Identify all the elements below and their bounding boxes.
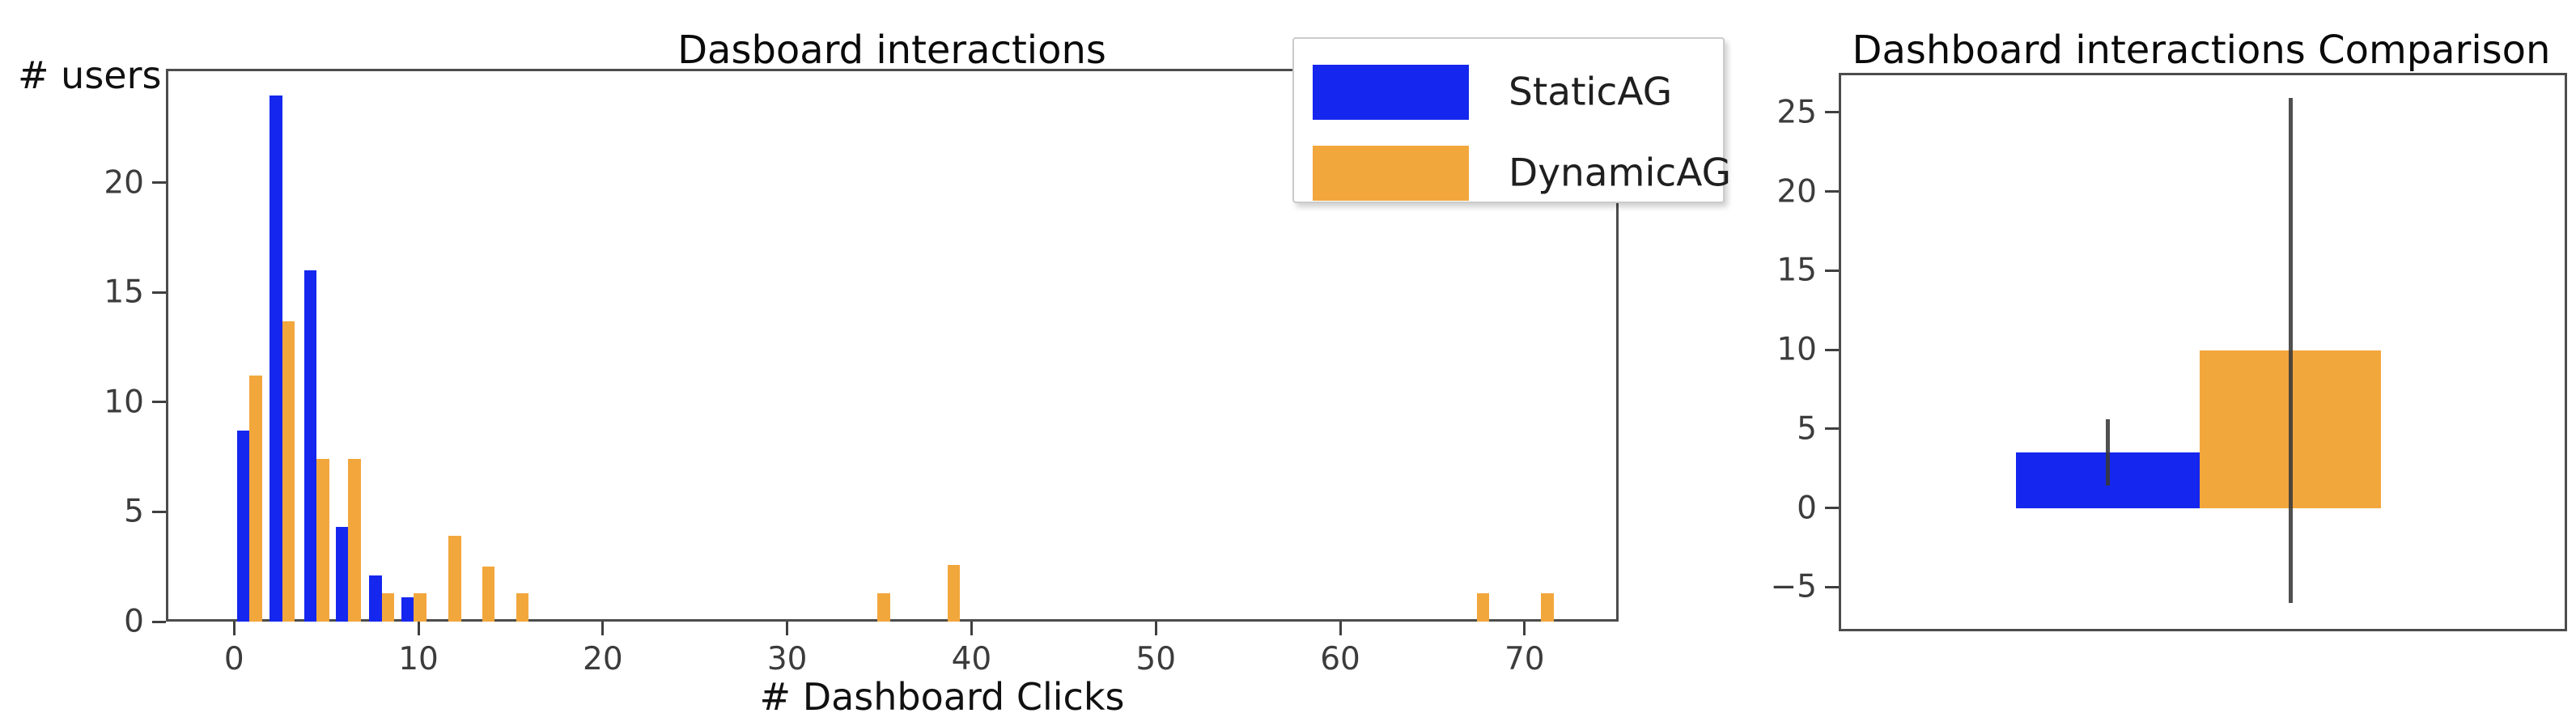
hist-bar-dynamicag xyxy=(1541,592,1554,622)
hist-bar-staticag xyxy=(236,431,250,622)
hist-bar-dynamicag xyxy=(249,376,262,622)
y-tick-mark xyxy=(152,181,166,185)
hist-bar-dynamicag xyxy=(316,459,329,622)
error-bar-dynamicag xyxy=(2288,98,2293,603)
y-tick-mark xyxy=(152,620,166,623)
x-tick-mark xyxy=(1339,622,1342,635)
x-tick-label: 70 xyxy=(1504,641,1545,677)
y-tick-mark xyxy=(1825,427,1839,431)
y-tick-mark xyxy=(1825,348,1839,351)
y-tick-mark xyxy=(1825,585,1839,588)
y-tick-label: 0 xyxy=(1797,490,1817,527)
y-tick-label: −5 xyxy=(1770,568,1818,605)
hist-bar-dynamicag xyxy=(1476,592,1490,622)
left-chart-xlabel: # Dashboard Clicks xyxy=(759,675,1125,719)
hist-bar-dynamicag xyxy=(482,567,495,622)
x-tick-mark xyxy=(1154,622,1157,635)
x-tick-label: 60 xyxy=(1320,641,1360,677)
x-tick-label: 40 xyxy=(951,641,992,677)
legend-label-dynamicag: DynamicAG xyxy=(1509,151,1732,196)
hist-bar-staticag xyxy=(369,575,382,622)
y-tick-mark xyxy=(152,291,166,294)
hist-bar-dynamicag xyxy=(381,592,395,622)
hist-bar-dynamicag xyxy=(282,321,295,622)
y-tick-label: 25 xyxy=(1776,94,1817,131)
hist-bar-staticag xyxy=(401,597,414,622)
hist-bar-dynamicag xyxy=(947,564,961,622)
y-tick-label: 20 xyxy=(104,164,144,202)
y-tick-label: 15 xyxy=(1776,252,1817,289)
left-chart-ylabel: # users xyxy=(18,53,162,97)
y-tick-label: 20 xyxy=(1776,173,1817,210)
y-tick-mark xyxy=(1825,190,1839,193)
legend-swatch-dynamicag xyxy=(1313,146,1469,201)
x-tick-label: 50 xyxy=(1135,641,1177,677)
y-tick-label: 10 xyxy=(1776,331,1817,368)
x-tick-mark xyxy=(1523,622,1526,635)
hist-bar-dynamicag xyxy=(877,592,890,622)
hist-bar-dynamicag xyxy=(448,536,461,622)
x-tick-label: 30 xyxy=(766,641,808,677)
legend-label-staticag: StaticAG xyxy=(1509,70,1673,115)
x-tick-mark xyxy=(970,622,973,635)
x-tick-mark xyxy=(601,622,605,635)
y-tick-label: 15 xyxy=(104,274,144,311)
legend-box: StaticAG DynamicAG xyxy=(1292,37,1731,203)
hist-bar-staticag xyxy=(269,95,282,622)
y-tick-mark xyxy=(1825,111,1839,114)
hist-bar-dynamicag xyxy=(414,592,427,622)
x-tick-label: 0 xyxy=(223,641,244,677)
legend-swatch-staticag xyxy=(1313,65,1469,120)
x-tick-mark xyxy=(786,622,789,635)
hist-bar-dynamicag xyxy=(516,592,529,622)
y-tick-mark xyxy=(152,510,166,513)
y-tick-mark xyxy=(152,401,166,404)
x-tick-label: 10 xyxy=(398,641,439,677)
left-chart-title: Dasboard interactions xyxy=(677,28,1106,73)
x-tick-mark xyxy=(232,622,236,635)
y-tick-label: 5 xyxy=(1797,410,1817,448)
y-tick-mark xyxy=(1825,507,1839,510)
hist-bar-staticag xyxy=(335,527,349,622)
right-chart-title: Dashboard interactions Comparison xyxy=(1852,28,2551,73)
x-tick-label: 20 xyxy=(583,641,623,677)
y-tick-mark xyxy=(1825,269,1839,272)
hist-bar-dynamicag xyxy=(348,459,361,622)
y-tick-label: 5 xyxy=(124,493,144,530)
hist-bar-staticag xyxy=(303,270,317,622)
x-tick-mark xyxy=(417,622,420,635)
y-tick-label: 0 xyxy=(124,603,144,640)
error-bar-staticag xyxy=(2106,419,2111,486)
y-tick-label: 10 xyxy=(104,384,144,421)
